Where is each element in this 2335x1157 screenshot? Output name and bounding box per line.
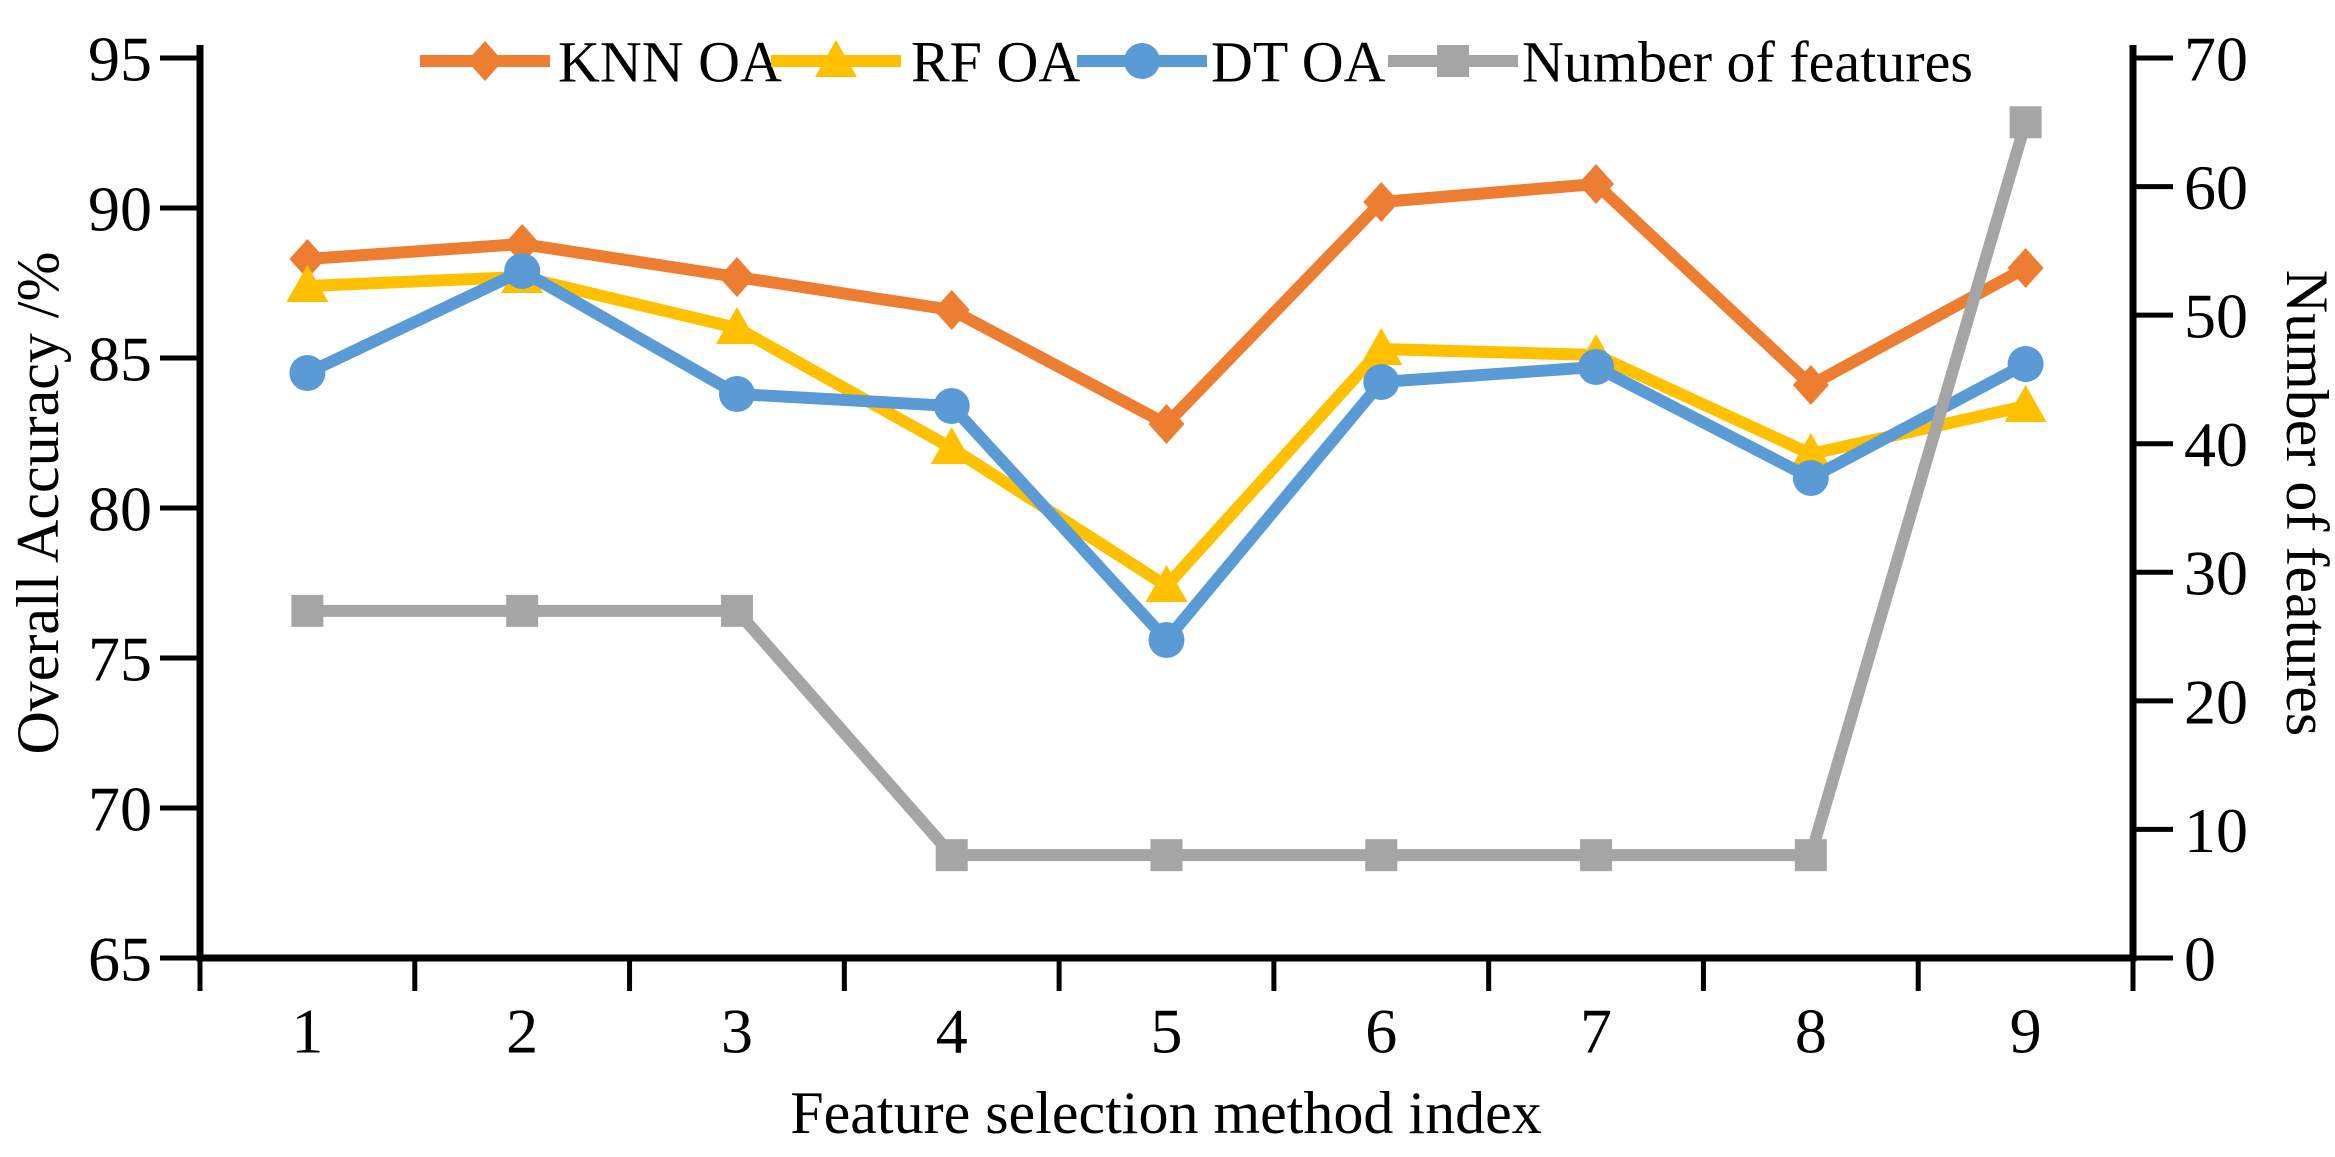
right-axis-tick-label: 30: [2184, 538, 2248, 609]
data-point-dt-oa: [933, 388, 970, 424]
legend-triangle-icon: [815, 40, 857, 77]
data-point-knn-oa: [289, 239, 326, 279]
left-axis-tick-label: 70: [88, 773, 152, 844]
data-point-number-of-features: [2009, 106, 2042, 139]
data-point-dt-oa: [718, 376, 755, 412]
data-point-number-of-features: [1794, 839, 1827, 872]
right-axis-tick-label: 40: [2184, 409, 2248, 480]
x-axis-category-label: 8: [1795, 995, 1827, 1066]
x-axis-category-label: 1: [291, 995, 323, 1066]
x-axis-category-label: 7: [1580, 995, 1612, 1066]
data-point-number-of-features: [506, 594, 539, 627]
data-point-rf-oa: [286, 265, 329, 302]
data-point-dt-oa: [1578, 349, 1615, 385]
data-point-dt-oa: [504, 253, 541, 289]
legend-item-number-of-features: Number of features: [1388, 29, 1973, 94]
legend-label: KNN OA: [558, 29, 782, 94]
legend-label: RF OA: [911, 29, 1080, 94]
data-point-knn-oa: [1148, 404, 1185, 444]
data-point-number-of-features: [935, 839, 968, 872]
right-axis-tick-label: 0: [2184, 923, 2216, 994]
data-point-knn-oa: [1363, 182, 1400, 222]
data-point-dt-oa: [1148, 622, 1185, 658]
data-point-rf-oa: [2004, 385, 2047, 422]
data-point-knn-oa: [1578, 164, 1615, 204]
legend-item-dt-oa: DT OA: [1077, 29, 1386, 94]
data-point-knn-oa: [718, 257, 755, 297]
data-point-dt-oa: [289, 355, 326, 391]
data-point-knn-oa: [1792, 365, 1829, 405]
x-axis-category-label: 6: [1365, 995, 1397, 1066]
data-point-number-of-features: [1150, 839, 1183, 872]
right-axis-tick-label: 20: [2184, 666, 2248, 737]
left-axis-tick-label: 95: [88, 23, 152, 94]
axes: 65 70 75 80 85 90 95 0 10 20 30 40 50 60 70 1 2 3 4 5 6 7 8 9: [88, 23, 2248, 1066]
right-axis-tick-label: 10: [2184, 795, 2248, 866]
data-point-number-of-features: [1580, 839, 1613, 872]
left-axis-title: Overall Accuracy /%: [5, 251, 71, 754]
data-point-number-of-features: [291, 594, 324, 627]
data-point-rf-oa: [1789, 433, 1832, 470]
series: [286, 106, 2047, 872]
legend-diamond-icon: [467, 41, 503, 81]
x-axis-category-label: 3: [721, 995, 753, 1066]
legend-item-knn-oa: KNN OA: [420, 29, 782, 94]
left-axis-tick-label: 65: [88, 923, 152, 994]
x-axis-category-label: 2: [506, 995, 538, 1066]
data-point-dt-oa: [2007, 346, 2044, 382]
data-point-number-of-features: [1365, 839, 1398, 872]
left-axis-tick-label: 80: [88, 473, 152, 544]
data-point-rf-oa: [715, 307, 758, 344]
right-axis-tick-label: 50: [2184, 281, 2248, 352]
data-point-knn-oa: [933, 290, 970, 330]
data-point-dt-oa: [1363, 364, 1400, 400]
right-axis-tick-label: 60: [2184, 152, 2248, 223]
x-axis-category-label: 9: [2010, 995, 2042, 1066]
left-axis-tick-label: 75: [88, 623, 152, 694]
data-point-rf-oa: [1145, 565, 1188, 602]
right-axis-title: Number of features: [2274, 270, 2335, 736]
x-axis-category-label: 4: [936, 995, 968, 1066]
x-axis-title: Feature selection method index: [790, 1080, 1541, 1146]
data-point-rf-oa: [1360, 328, 1403, 365]
data-point-number-of-features: [720, 594, 753, 627]
series-dt-oa: [289, 253, 2044, 658]
legend-circle-icon: [1124, 43, 1160, 79]
x-axis-category-label: 5: [1151, 995, 1183, 1066]
series-knn-oa: [289, 164, 2044, 444]
data-point-knn-oa: [504, 224, 541, 264]
legend-item-rf-oa: RF OA: [771, 29, 1080, 94]
data-point-rf-oa: [930, 427, 973, 464]
legend: KNN OA RF OA DT OA Number of features: [420, 29, 1973, 94]
series-number-of-features: [291, 106, 2042, 872]
legend-square-icon: [1437, 45, 1469, 77]
series-line-knn-oa: [301, 178, 2032, 430]
series-line-number-of-features: [301, 116, 2032, 862]
legend-label: Number of features: [1522, 29, 1973, 94]
data-point-knn-oa: [2007, 248, 2044, 288]
data-point-dt-oa: [1792, 460, 1829, 496]
left-axis-tick-label: 85: [88, 323, 152, 394]
legend-label: DT OA: [1211, 29, 1386, 94]
left-axis-tick-label: 90: [88, 173, 152, 244]
right-axis-tick-label: 70: [2184, 23, 2248, 94]
